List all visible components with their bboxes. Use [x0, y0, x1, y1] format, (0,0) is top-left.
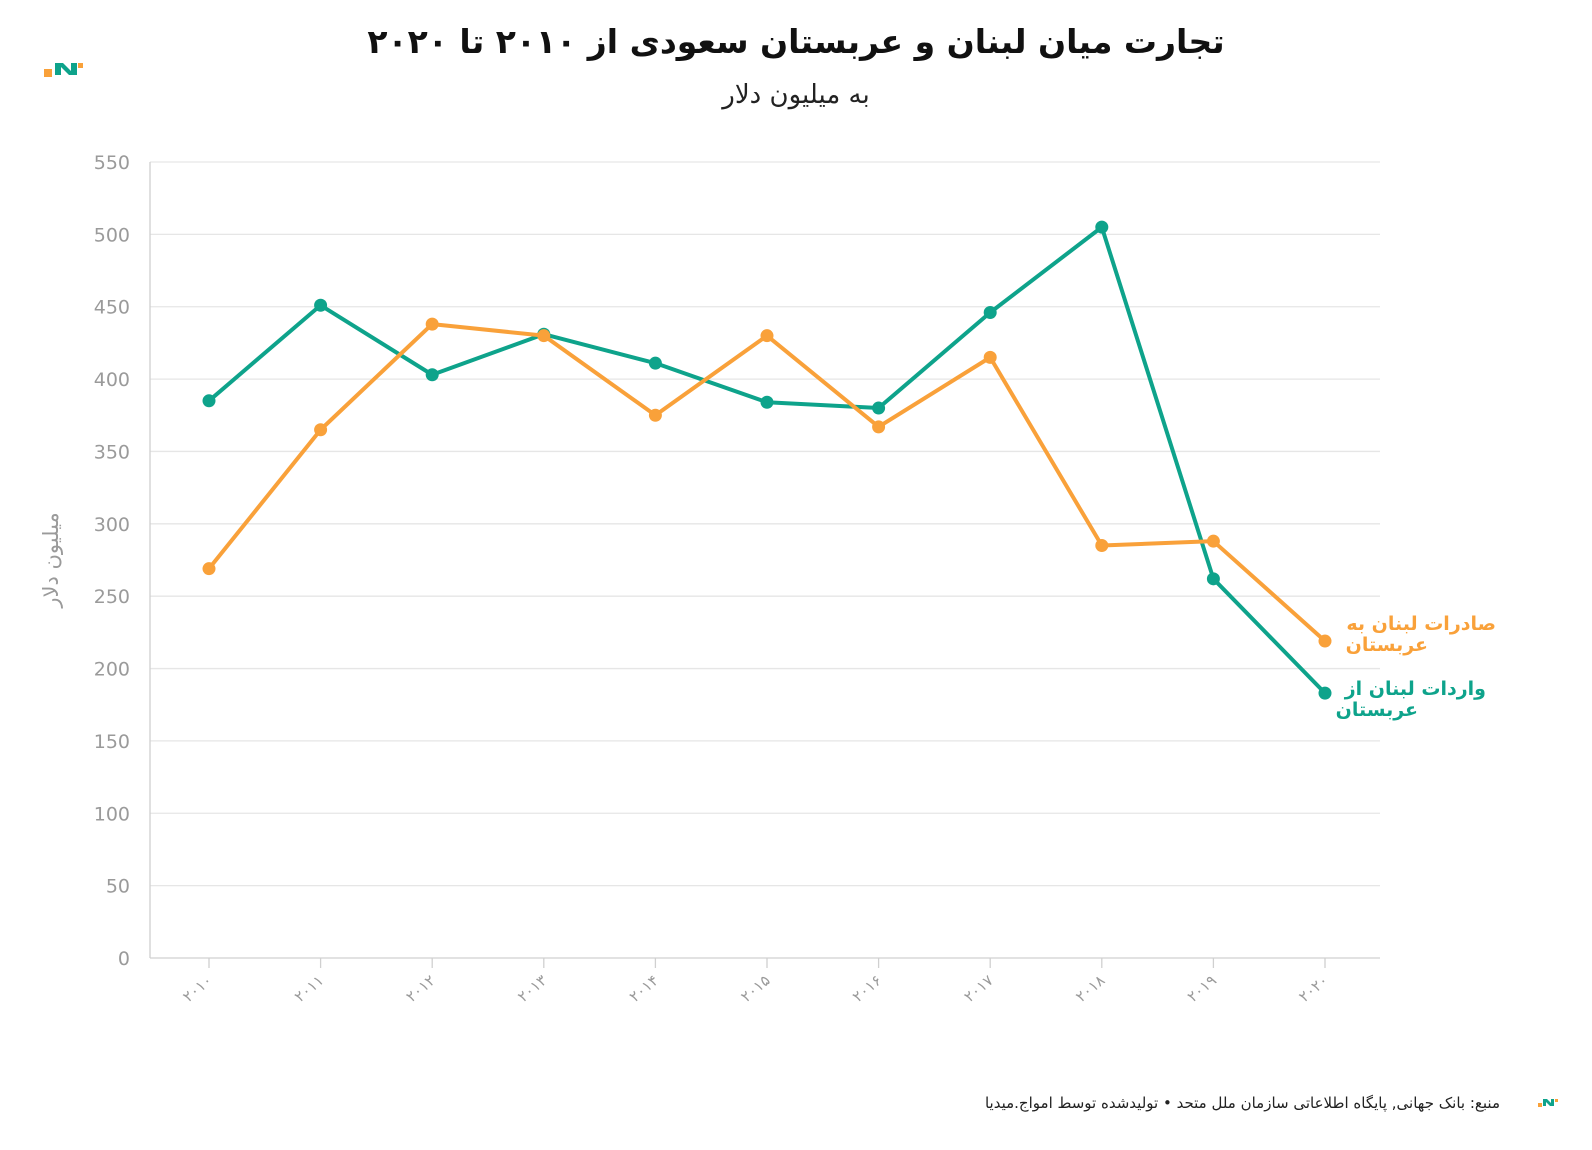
x-tick-label: ۲۰۱۸	[1072, 971, 1108, 1006]
x-tick-label: ۲۰۱۰	[179, 971, 215, 1006]
data-point-imports	[983, 306, 997, 320]
data-point-exports	[1318, 634, 1332, 648]
brand-logo-icon	[44, 63, 83, 77]
data-point-imports	[314, 298, 328, 312]
chart-title: تجارت میان لبنان و عربستان سعودی از ۲۰۱۰…	[367, 22, 1225, 61]
data-point-imports	[648, 356, 662, 370]
data-point-exports	[425, 317, 439, 331]
data-point-exports	[983, 350, 997, 364]
y-axis-title: میلیون دلار	[39, 512, 63, 608]
data-point-exports	[872, 420, 886, 434]
y-tick-label: 300	[94, 514, 130, 536]
x-tick-label: ۲۰۱۳	[514, 971, 550, 1006]
y-tick-label: 500	[94, 224, 130, 246]
y-tick-label: 100	[94, 803, 130, 825]
data-point-exports	[1206, 534, 1220, 548]
data-point-imports	[760, 395, 774, 409]
series-line-imports	[207, 225, 1327, 696]
x-tick-label: ۲۰۱۴	[626, 971, 662, 1006]
y-tick-label: 450	[94, 297, 130, 319]
y-tick-label: 550	[94, 152, 130, 174]
series-label-imports: واردات لبنان از عربستان	[1336, 678, 1486, 721]
data-point-exports	[760, 329, 774, 343]
y-tick-label: 50	[106, 876, 130, 898]
y-tick-label: 250	[94, 586, 130, 608]
x-tick-label: ۲۰۱۹	[1184, 971, 1220, 1006]
x-tick-label: ۲۰۱۱	[291, 971, 327, 1006]
series-label-exports: صادرات لبنان به عربستان	[1346, 613, 1496, 656]
chart-subtitle: به میلیون دلار	[722, 80, 870, 110]
line-chart: 0 50 100 150 200 250 300 350 400 450 500 550 میلیون …	[39, 152, 1496, 1006]
data-point-exports	[202, 562, 216, 576]
x-tick-label: ۲۰۱۲	[403, 971, 439, 1006]
y-tick-label: 350	[94, 441, 130, 463]
data-point-exports	[1095, 539, 1109, 553]
x-tick-label: ۲۰۲۰	[1295, 971, 1331, 1006]
data-point-imports	[425, 368, 439, 382]
series-line-exports	[207, 322, 1327, 644]
data-point-imports	[1318, 686, 1332, 700]
data-point-exports	[314, 423, 328, 437]
footer-logo-icon	[1538, 1099, 1558, 1107]
data-point-imports	[1206, 572, 1220, 586]
data-point-exports	[648, 408, 662, 422]
y-tick-label: 150	[94, 731, 130, 753]
data-point-exports	[537, 329, 551, 343]
y-tick-label: 200	[94, 659, 130, 681]
source-note: منبع: بانک جهانی, پایگاه اطلاعاتی سازمان…	[984, 1094, 1500, 1112]
y-tick-label: 400	[94, 369, 130, 391]
y-tick-label: 0	[118, 948, 130, 970]
data-point-imports	[202, 394, 216, 408]
x-tick-label: ۲۰۱۵	[737, 971, 773, 1006]
data-point-imports	[1095, 220, 1109, 234]
data-point-imports	[872, 401, 886, 415]
x-tick-label: ۲۰۱۶	[849, 971, 885, 1006]
x-tick-label: ۲۰۱۷	[961, 971, 997, 1006]
